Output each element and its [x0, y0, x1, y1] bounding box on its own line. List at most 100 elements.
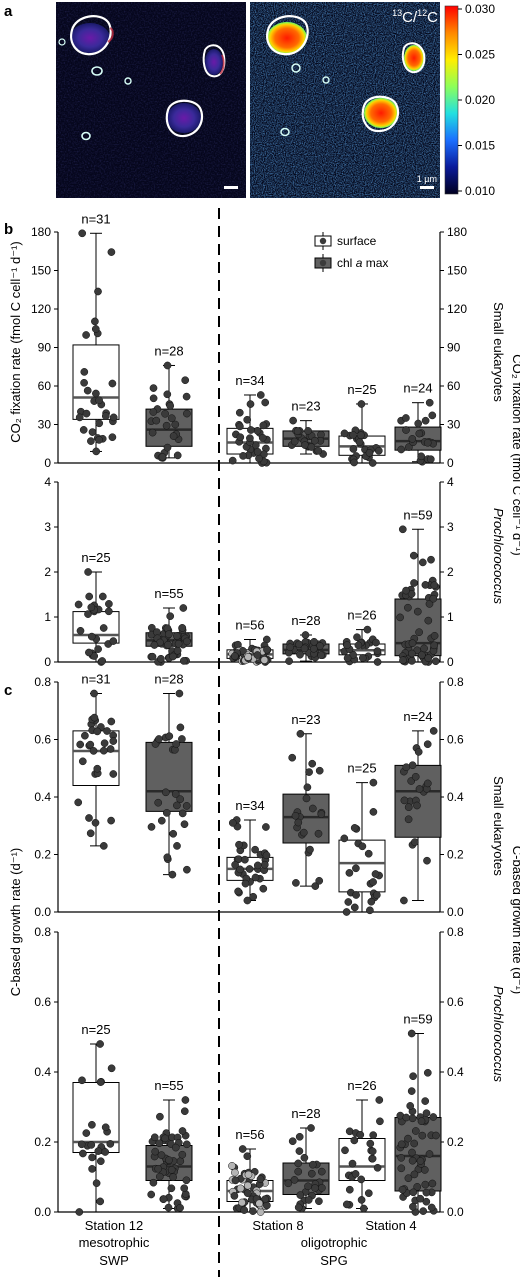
data-point [173, 842, 181, 850]
data-point [301, 631, 310, 639]
box-station-12-surface: n=31 [72, 672, 120, 850]
data-point [228, 456, 237, 465]
data-point [183, 865, 191, 874]
n-label: n=24 [403, 381, 432, 396]
label-station-4: Station 4 [365, 1218, 416, 1233]
data-point [244, 653, 253, 661]
data-point [87, 632, 96, 641]
data-point [244, 1170, 253, 1179]
data-point [415, 429, 424, 438]
y-tick-label-left: 2 [44, 565, 51, 579]
points [288, 729, 326, 890]
points [147, 604, 191, 666]
data-point [397, 445, 406, 454]
data-point [292, 879, 300, 887]
points [396, 1029, 440, 1216]
data-point [369, 808, 378, 816]
data-point [149, 408, 158, 416]
data-point [284, 1179, 293, 1188]
data-point [409, 1188, 418, 1197]
points [147, 361, 191, 462]
data-point [413, 1183, 422, 1191]
y-tick-label-right: 0.6 [447, 733, 464, 747]
data-point [231, 1176, 240, 1185]
data-point [108, 433, 117, 442]
data-point [345, 1185, 354, 1194]
data-point [303, 783, 312, 792]
data-point [94, 287, 102, 296]
data-point [104, 607, 113, 616]
data-point [78, 757, 87, 766]
n-label: n=28 [154, 343, 183, 358]
data-point [85, 592, 94, 601]
data-point [238, 1145, 247, 1153]
chart-small-euk-growth: 0.0 0.0 0.2 0.2 0.4 0.4 0.6 0.6 0.8 0.8 n=31 n=28 n=… [34, 672, 464, 920]
points [340, 625, 382, 666]
data-point [413, 607, 422, 616]
data-point [155, 735, 163, 743]
panel-letter-a: a [4, 3, 13, 20]
y-tick-label-left: 0.4 [34, 1065, 51, 1079]
data-point [340, 429, 349, 438]
n-label: n=25 [347, 382, 376, 397]
data-point [402, 763, 411, 772]
data-point [300, 644, 309, 653]
data-point [402, 414, 410, 422]
points [228, 635, 272, 666]
data-point [294, 818, 303, 827]
data-point [239, 452, 247, 460]
colorbar-tick-label: 0.010 [465, 184, 495, 198]
data-point [307, 1169, 316, 1178]
data-point [299, 828, 308, 837]
data-point [258, 433, 267, 442]
n-label: n=24 [403, 709, 432, 724]
data-point [350, 458, 358, 467]
data-point [259, 421, 268, 430]
data-point [430, 581, 439, 590]
data-point [243, 1181, 252, 1190]
data-point [93, 727, 102, 736]
data-point [147, 1190, 156, 1199]
data-point [249, 892, 258, 901]
data-point [180, 820, 189, 829]
data-point [372, 891, 381, 899]
data-point [99, 624, 108, 632]
data-point [148, 428, 157, 437]
data-point [91, 818, 100, 827]
data-point [355, 438, 364, 446]
data-point [348, 1159, 357, 1168]
data-point [163, 390, 172, 399]
box-station-12-chl-max: n=28 [145, 343, 193, 462]
data-point [167, 1166, 176, 1174]
data-point [397, 1164, 406, 1173]
data-point [357, 1196, 366, 1204]
data-point [407, 1029, 416, 1038]
data-point [176, 795, 185, 804]
data-point [308, 804, 317, 813]
data-point [166, 612, 175, 621]
data-point [428, 1179, 437, 1188]
data-point [168, 870, 177, 879]
data-point [179, 657, 188, 665]
data-point [314, 829, 323, 838]
data-point [98, 657, 107, 665]
data-point [315, 1197, 323, 1206]
data-point [414, 748, 423, 756]
colorbar-tick-label: 0.025 [465, 48, 495, 62]
box-station-8-surface: n=34 [226, 798, 274, 905]
data-point [159, 1195, 168, 1203]
data-point [107, 1064, 116, 1073]
y-tick-label-left: 150 [31, 264, 51, 278]
data-point [425, 600, 434, 608]
data-point [421, 1097, 430, 1105]
data-point [86, 740, 95, 749]
data-point [162, 421, 171, 430]
data-point [167, 1184, 176, 1193]
panel-letter-b: b [4, 221, 13, 238]
box-station-8-surface: n=34 [226, 373, 274, 467]
data-point [243, 896, 252, 905]
data-point [161, 409, 169, 418]
data-point [256, 1208, 265, 1216]
points [74, 568, 118, 666]
data-point [98, 592, 107, 601]
